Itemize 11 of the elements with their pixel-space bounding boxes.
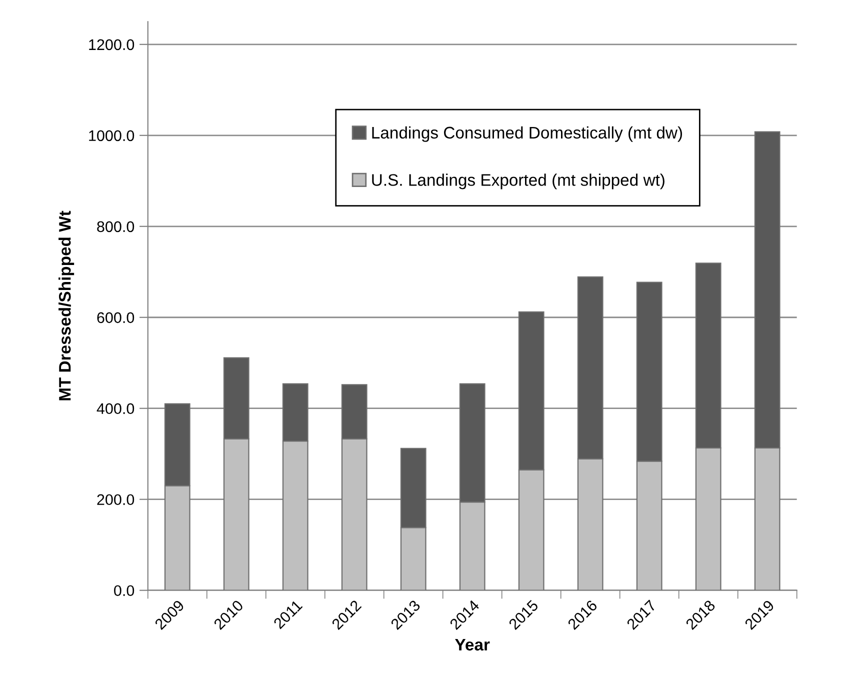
y-tick-label: 1200.0 — [89, 39, 134, 50]
y-tick-label: 800.0 — [97, 221, 134, 232]
y-tick-label: 0.0 — [114, 585, 134, 596]
y-tick-label: 1000.0 — [89, 130, 134, 142]
y-tick-label: 400.0 — [96, 403, 134, 414]
y-tick-label: 200.0 — [97, 494, 134, 506]
y-tick-label: 600.0 — [97, 312, 134, 324]
legend-label: U.S. Landings Exported (mt shipped wt) — [372, 174, 664, 190]
legend-label: Landings Consumed Domestically (mt dw) — [372, 126, 682, 142]
y-axis-title: MT Dressed/Shipped Wt — [58, 210, 74, 400]
x-axis-title: Year — [455, 638, 490, 651]
